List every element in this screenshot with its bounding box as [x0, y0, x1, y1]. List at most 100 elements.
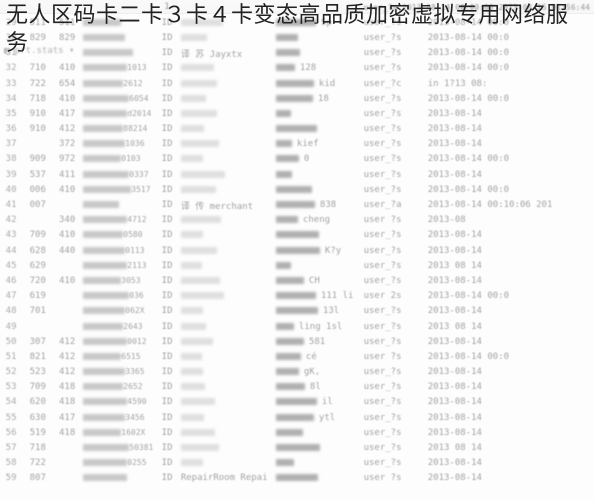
table-row[interactable]: 41007ID译 传 merchant 838user_?a2013-08-14…	[0, 197, 594, 212]
toolbar-hint: ◧ prt.stats ▾	[4, 46, 74, 56]
table-row[interactable]: 35910417d2014ID user_?s2013-08-14	[0, 106, 594, 121]
row-id-b: 440	[50, 243, 79, 258]
row-index: 48	[0, 304, 21, 319]
row-mid	[177, 304, 272, 319]
row-id-label: ID	[157, 365, 176, 380]
table-row[interactable]: 29511511ID Spuser_?s2013-08-14 00:0	[0, 15, 594, 30]
row-id-b: 410	[50, 228, 79, 243]
row-date: 2013 08 14	[424, 440, 594, 455]
table-row[interactable]: 456292113ID user_?s2013 08 14	[0, 258, 594, 273]
row-mid	[177, 15, 272, 30]
row-date: 2013-08-14 00:0	[424, 182, 594, 197]
table-row[interactable]: 337226542612ID kiduser_?cin 1?13 08:	[0, 76, 594, 91]
table-row[interactable]: 437094100580ID user_?s2013-08-14	[0, 228, 594, 243]
row-name	[272, 440, 360, 455]
row-user: user_?s	[360, 91, 424, 106]
row-blurred-field	[79, 471, 157, 486]
row-name	[272, 30, 360, 45]
table-row[interactable]: 30829829ID user_?s2013-08-14 00:0	[0, 30, 594, 45]
row-index: 58	[0, 456, 21, 471]
row-user: user_?s	[360, 456, 424, 471]
table-row[interactable]: 47619036ID 111 liuser 2s2013-08-14 00:0	[0, 289, 594, 304]
row-blurred-field: 0255	[79, 456, 157, 471]
table-row[interactable]: 503074120012ID 581user_?s2013-08-14	[0, 334, 594, 349]
row-user: user_?s	[360, 258, 424, 273]
row-user: user_?s	[360, 167, 424, 182]
table-row[interactable]: 373721036ID kiefuser_?s2013-08-14	[0, 137, 594, 152]
row-id-label: ID	[157, 46, 176, 61]
row-id-a: 720	[21, 273, 50, 288]
row-name: 111 li	[272, 289, 360, 304]
row-id-label: ID	[157, 228, 176, 243]
row-blurred-field: 2612	[79, 76, 157, 91]
row-id-b: 417	[50, 410, 79, 425]
row-blurred-field: 0113	[79, 243, 157, 258]
table-row[interactable]: 565194181602XID user_?s2013-08-14	[0, 425, 594, 440]
table-row[interactable]: 31ID译 苏 Jayxtx user_?s2013-08-14 00:0	[0, 46, 594, 61]
row-user: user ?s	[360, 213, 424, 228]
row-user: user_?s	[360, 152, 424, 167]
row-id-b	[50, 319, 79, 334]
row-blurred-field: 0012	[79, 334, 157, 349]
table-row[interactable]: 395374110337ID user_?s2013-08-14	[0, 167, 594, 182]
row-index: 30	[0, 30, 21, 45]
table-row[interactable]: 518214126515ID céuser ?s2013-08-14 00:0	[0, 349, 594, 364]
row-mid	[177, 395, 272, 410]
row-index: 33	[0, 76, 21, 91]
table-row[interactable]: 423404712ID chenguser ?s2013-08	[0, 213, 594, 228]
row-name: CH	[272, 273, 360, 288]
row-date: 2013-08-14	[424, 365, 594, 380]
table-row[interactable]: 525234123365ID gK,user_?s2013-08-14	[0, 365, 594, 380]
table-row[interactable]: 5771850381ID user_?s2013 08 14	[0, 440, 594, 455]
table-row[interactable]: 400064103517ID user_?s2013-08-14 00:0	[0, 182, 594, 197]
table-row[interactable]: 347184106054ID 18user_?s2013-08-14 00:0	[0, 91, 594, 106]
row-blurred-field	[79, 46, 157, 61]
row-name	[272, 122, 360, 137]
row-id-b: 412	[50, 334, 79, 349]
row-id-b: 511	[50, 15, 79, 30]
row-id-label: ID	[157, 319, 176, 334]
row-id-a: 821	[21, 349, 50, 364]
row-mid	[177, 289, 272, 304]
row-index: 50	[0, 334, 21, 349]
row-date: 2013-08-14	[424, 456, 594, 471]
row-index: 38	[0, 152, 21, 167]
row-id-label: ID	[157, 152, 176, 167]
row-id-a: 628	[21, 243, 50, 258]
table-row[interactable]: 587220255ID user_?s2013-08-14	[0, 456, 594, 471]
row-name: 8l	[272, 380, 360, 395]
row-name: 0	[272, 152, 360, 167]
table-row[interactable]: 492643ID ling 1sluser_?s2013 08 14	[0, 319, 594, 334]
row-user: user ?s	[360, 471, 424, 486]
row-id-label: ID	[157, 91, 176, 106]
row-user: user_?s	[360, 380, 424, 395]
row-id-a: 537	[21, 167, 50, 182]
row-blurred-field: 3053	[79, 273, 157, 288]
row-date: 2013-08-14	[424, 243, 594, 258]
row-id-label: ID	[157, 289, 176, 304]
row-index: 55	[0, 410, 21, 425]
table-row[interactable]: 537094182652ID 8luser_?s2013-08-14	[0, 380, 594, 395]
table-row[interactable]: 48701062XID 13luser_?s2013-08-14	[0, 304, 594, 319]
row-id-b	[50, 304, 79, 319]
table-row[interactable]: 556304173456ID ytluser_?s2013-08-14	[0, 410, 594, 425]
row-index: 29	[0, 15, 21, 30]
table-row[interactable]: 467204103053ID CHuser_?s2013-08-14	[0, 273, 594, 288]
table-row[interactable]: 546204184590ID iluser_?s2013-08-14	[0, 395, 594, 410]
row-id-a: 722	[21, 456, 50, 471]
row-id-a: 511	[21, 15, 50, 30]
row-date: 2013-08-14	[424, 122, 594, 137]
table-row[interactable]: 59807IDRepairRoom Repai user ?s2013-08-1…	[0, 471, 594, 486]
table-row[interactable]: 327104101013ID 128user_?s2013-08-14 00:0	[0, 61, 594, 76]
row-blurred-field: 4590	[79, 395, 157, 410]
row-date: 2013-08-14	[424, 425, 594, 440]
table-row[interactable]: 3691041288214ID user_?s2013-08-14	[0, 122, 594, 137]
table-row[interactable]: 389099720103ID 0user_?s2013-08-14 00:0	[0, 152, 594, 167]
table-row[interactable]: 446284400113ID K?yuser_?s2013-08-14	[0, 243, 594, 258]
row-id-a: 523	[21, 365, 50, 380]
row-name: K?y	[272, 243, 360, 258]
row-date: 2013-08-14	[424, 410, 594, 425]
row-blurred-field: 2643	[79, 319, 157, 334]
row-user: user_?s	[360, 46, 424, 61]
row-user: user_?s	[360, 395, 424, 410]
